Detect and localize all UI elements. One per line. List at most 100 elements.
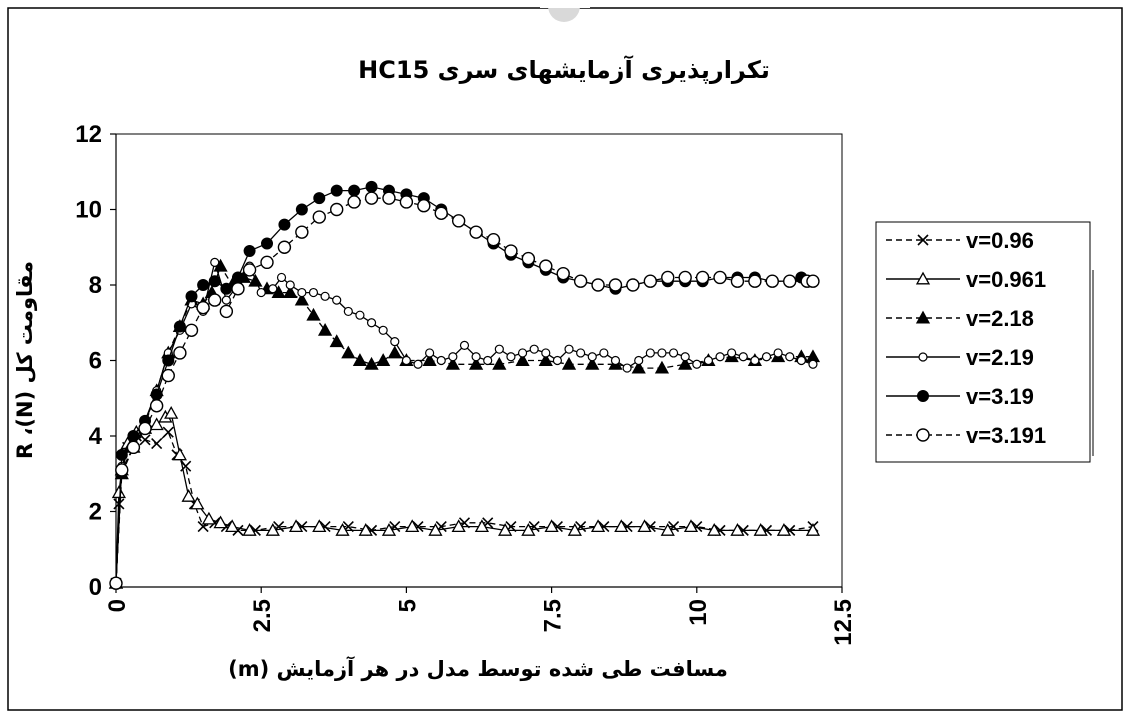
data-point — [185, 290, 198, 303]
legend-entry: v=0.96 — [886, 228, 1034, 253]
data-point — [556, 266, 570, 281]
data-point — [126, 440, 141, 455]
data-point — [660, 523, 675, 536]
data-point — [312, 210, 326, 224]
legend-label: v=2.18 — [966, 306, 1034, 331]
data-point — [539, 259, 553, 273]
data-point — [608, 278, 623, 292]
data-point — [715, 352, 725, 362]
data-point — [703, 355, 714, 366]
data-point — [277, 240, 292, 254]
data-point — [283, 285, 298, 298]
data-point — [654, 360, 670, 374]
data-point — [221, 295, 231, 305]
legend-label: v=0.961 — [966, 267, 1046, 292]
data-point — [181, 489, 196, 502]
data-point — [541, 348, 551, 358]
data-point — [313, 192, 326, 205]
data-point — [738, 352, 748, 362]
legend-label: v=3.19 — [966, 384, 1034, 409]
data-point — [783, 274, 797, 288]
data-point — [471, 352, 481, 362]
data-point — [225, 519, 240, 533]
series-v=2.19 — [111, 257, 818, 588]
data-point — [521, 251, 536, 266]
data-point — [405, 519, 420, 533]
data-point — [422, 353, 437, 366]
data-point — [332, 295, 342, 305]
data-point — [196, 300, 210, 315]
data-point — [417, 199, 431, 213]
data-point — [622, 363, 632, 373]
legend: v=0.96 v=0.961 v=2.18 v=2.19 v=3.19 v=3.191 — [886, 228, 1046, 448]
legend-label: v=3.191 — [966, 423, 1046, 448]
data-point — [242, 263, 257, 277]
data-point — [538, 353, 553, 366]
data-point — [378, 325, 388, 335]
data-point — [330, 202, 344, 217]
x-tick-label: 12.5 — [830, 599, 857, 646]
data-point — [366, 318, 377, 328]
data-point — [806, 274, 820, 288]
data-point — [695, 270, 710, 285]
x-tick-label: 5 — [394, 599, 421, 612]
data-point — [376, 353, 391, 366]
x-tick-label: 10 — [685, 599, 712, 626]
data-point — [434, 206, 448, 220]
data-point — [591, 278, 605, 292]
data-point — [590, 519, 606, 533]
data-point — [268, 284, 278, 294]
data-point — [796, 355, 806, 366]
data-point — [474, 519, 490, 533]
data-point — [459, 340, 470, 350]
data-point — [517, 348, 528, 358]
legend-box — [875, 221, 1091, 463]
y-axis-title: مقاومت کل (N)، R — [13, 261, 37, 459]
data-point — [151, 437, 163, 450]
data-point — [294, 292, 309, 306]
data-point — [498, 523, 513, 536]
data-point — [295, 203, 308, 216]
data-point — [668, 348, 679, 358]
x-axis-ticks: 0 2.5 5 7.5 10 12.5 — [104, 587, 857, 646]
data-point — [341, 345, 356, 359]
data-point — [399, 195, 414, 209]
data-point — [343, 306, 353, 317]
data-point — [634, 355, 644, 366]
data-point — [149, 399, 164, 413]
data-point — [210, 257, 220, 267]
data-point — [172, 447, 187, 461]
y-tick-label: 10 — [75, 197, 102, 224]
data-point — [445, 356, 460, 370]
series-line — [115, 431, 814, 584]
data-point — [707, 523, 722, 536]
data-point — [306, 307, 321, 321]
data-point — [173, 320, 186, 333]
data-point — [164, 406, 179, 419]
data-point — [486, 232, 501, 247]
data-point — [111, 485, 127, 499]
data-point — [265, 523, 280, 536]
data-point — [161, 368, 175, 383]
data-point — [573, 274, 588, 288]
data-point — [504, 244, 518, 258]
data-point — [413, 359, 423, 369]
data-point — [483, 355, 493, 366]
data-point — [256, 287, 266, 298]
data-point — [190, 496, 205, 510]
data-point — [347, 195, 361, 209]
data-point — [576, 348, 586, 358]
data-point — [727, 348, 737, 358]
legend-entry: v=3.19 — [886, 384, 1034, 409]
data-point — [243, 245, 256, 258]
data-point — [544, 519, 559, 533]
data-point — [610, 355, 621, 366]
data-point — [614, 519, 629, 533]
data-point — [348, 184, 361, 197]
legend-entry: v=3.191 — [886, 423, 1046, 448]
data-point — [295, 225, 309, 239]
data-point — [599, 348, 609, 358]
x-tick-label: 0 — [104, 599, 131, 612]
data-point — [208, 275, 221, 288]
